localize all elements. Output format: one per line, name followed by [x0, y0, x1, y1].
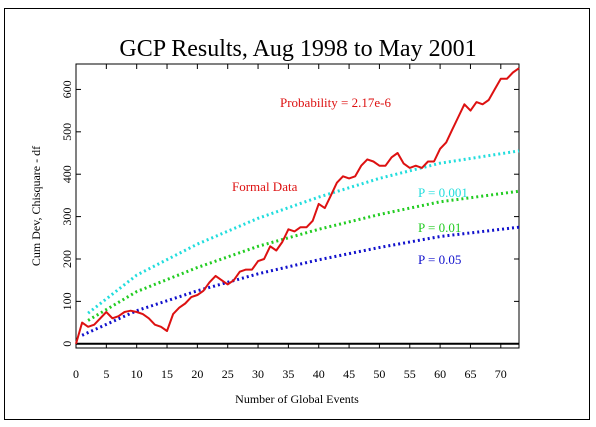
x-tick-label: 55 [404, 367, 416, 381]
threshold-line-005 [81, 225, 520, 337]
x-tick-label: 35 [282, 367, 294, 381]
x-tick-label: 0 [73, 367, 79, 381]
x-tick-label: 40 [313, 367, 325, 381]
x-tick-label: 50 [373, 367, 385, 381]
p01-annotation: P = 0.01 [418, 220, 461, 235]
formal-data-line [75, 67, 520, 345]
y-tick-label: 600 [60, 80, 74, 98]
probability-annotation: Probability = 2.17e-6 [280, 95, 391, 110]
x-tick-label: 70 [495, 367, 507, 381]
x-tick-label: 10 [131, 367, 143, 381]
chart-frame [4, 8, 590, 420]
y-axis-title: Cum Dev, Chisquare - df [29, 146, 43, 266]
threshold-line-0001 [87, 149, 520, 315]
plot-area [75, 63, 520, 349]
chart-title: GCP Results, Aug 1998 to May 2001 [119, 36, 476, 62]
x-tick-label: 25 [222, 367, 234, 381]
y-tick-label: 500 [60, 123, 74, 141]
y-tick-label: 0 [60, 341, 74, 347]
x-tick-label: 20 [191, 367, 203, 381]
x-tick-label: 65 [464, 367, 476, 381]
x-tick-label: 45 [343, 367, 355, 381]
x-tick-label: 5 [103, 367, 109, 381]
y-tick-label: 300 [60, 208, 74, 226]
x-tick-label: 30 [252, 367, 264, 381]
y-tick-label: 100 [60, 292, 74, 310]
x-tick-label: 60 [434, 367, 446, 381]
y-tick-label: 400 [60, 165, 74, 183]
y-tick-label: 200 [60, 250, 74, 268]
x-axis-title: Number of Global Events [235, 392, 359, 406]
x-tick-label: 15 [161, 367, 173, 381]
p001-annotation: P = 0.001 [418, 185, 468, 200]
p05-annotation: P = 0.05 [418, 252, 461, 267]
formal-data-annotation: Formal Data [232, 179, 298, 194]
